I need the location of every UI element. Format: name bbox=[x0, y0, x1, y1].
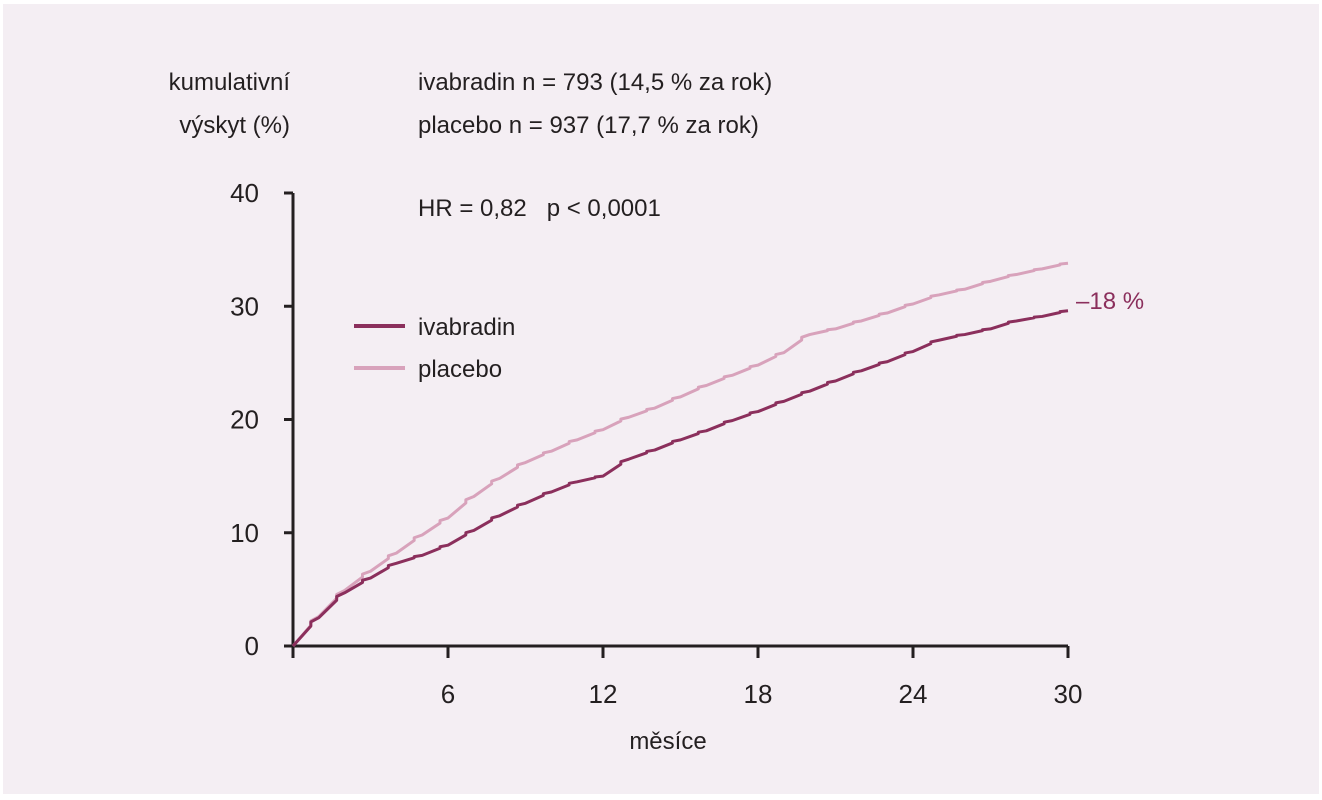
annotation-hazard-ratio: HR = 0,82 p < 0,0001 bbox=[418, 195, 661, 222]
series-lines bbox=[291, 261, 1069, 648]
y-ticks: 0 10 20 30 40 bbox=[230, 178, 293, 661]
series-line-placebo bbox=[291, 261, 1069, 647]
x-tick-label: 6 bbox=[441, 679, 455, 709]
x-tick-label: 12 bbox=[589, 679, 618, 709]
y-tick-label: 0 bbox=[245, 631, 259, 661]
x-tick-label: 18 bbox=[744, 679, 773, 709]
y-tick-label: 30 bbox=[230, 291, 259, 321]
x-tick-label: 24 bbox=[899, 679, 928, 709]
x-ticks: 6 12 18 24 30 bbox=[291, 646, 1083, 709]
x-tick-label: 30 bbox=[1054, 679, 1083, 709]
y-axis-label-line2: výskyt (%) bbox=[179, 112, 290, 139]
y-tick-label: 20 bbox=[230, 405, 259, 435]
legend-label-ivabradin: ivabradin bbox=[418, 314, 515, 341]
series-line-ivabradin bbox=[291, 309, 1069, 648]
y-tick-label: 10 bbox=[230, 518, 259, 548]
legend-label-placebo: placebo bbox=[418, 356, 502, 383]
legend: ivabradin placebo bbox=[354, 314, 515, 383]
chart-panel bbox=[3, 4, 1319, 794]
annotation-reduction: –18 % bbox=[1076, 288, 1144, 315]
x-axis-label: měsíce bbox=[629, 728, 706, 755]
y-axis-label-line1: kumulativní bbox=[169, 69, 291, 96]
y-tick-label: 40 bbox=[230, 178, 259, 208]
annotation-ivabradin-count: ivabradin n = 793 (14,5 % za rok) bbox=[418, 69, 772, 96]
annotation-placebo-count: placebo n = 937 (17,7 % za rok) bbox=[418, 112, 759, 139]
